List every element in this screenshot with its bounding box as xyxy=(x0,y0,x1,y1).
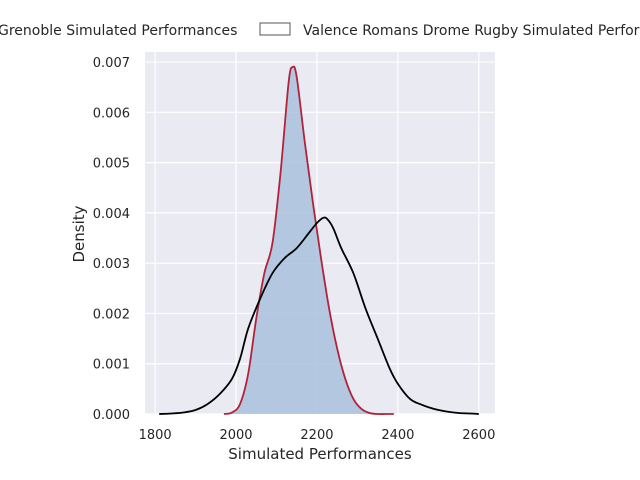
x-tick-label: 2000 xyxy=(219,428,252,443)
y-axis-label: Density xyxy=(70,205,88,262)
y-axis-ticks: 0.000 0.001 0.002 0.003 0.004 0.005 0.006 0.007 xyxy=(93,56,130,423)
x-tick-label: 2200 xyxy=(300,428,333,443)
y-tick-label: 0.005 xyxy=(93,157,130,172)
y-tick-label: 0.007 xyxy=(93,56,130,71)
series-area-grenoble xyxy=(223,66,394,415)
legend: Grenoble Simulated Performances Valence … xyxy=(0,22,640,39)
y-tick-label: 0.002 xyxy=(93,307,130,322)
series-layer xyxy=(159,65,479,415)
x-tick-label: 1800 xyxy=(139,428,172,443)
series-line-valence xyxy=(159,216,479,415)
x-axis-ticks: 1800 2000 2200 2400 2600 xyxy=(139,428,496,443)
x-axis-label: Simulated Performances xyxy=(228,445,412,463)
legend-label-grenoble: Grenoble Simulated Performances xyxy=(0,23,237,39)
y-tick-label: 0.006 xyxy=(93,106,130,121)
x-tick-label: 2400 xyxy=(381,428,414,443)
y-tick-label: 0.003 xyxy=(93,257,130,272)
series-line-grenoble xyxy=(223,65,394,415)
legend-swatch-valence xyxy=(259,22,291,36)
y-tick-label: 0.004 xyxy=(93,207,130,222)
y-tick-label: 0.000 xyxy=(93,408,130,423)
x-tick-label: 2600 xyxy=(462,428,495,443)
y-tick-label: 0.001 xyxy=(93,358,130,373)
legend-label-valence: Valence Romans Drome Rugby Simulated Per… xyxy=(303,23,640,39)
